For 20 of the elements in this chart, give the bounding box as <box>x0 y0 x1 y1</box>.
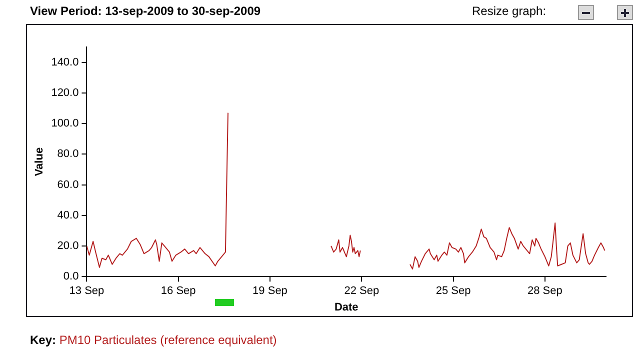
x-tick-label: 13 Sep <box>69 285 104 298</box>
y-tick-label: 60.0 <box>57 178 79 191</box>
text: PM10 Particulates (reference equivalent) <box>59 333 277 347</box>
x-tick-label: 28 Sep <box>527 285 562 298</box>
legend-title: Key: <box>30 333 58 347</box>
x-axis-title: Date <box>334 301 358 314</box>
y-tick-label: 20.0 <box>57 240 79 252</box>
y-tick-label: 140.0 <box>51 56 79 68</box>
text: Resize graph: <box>472 4 546 18</box>
x-tick-label: 19 Sep <box>252 285 288 298</box>
y-tick-label: 100.0 <box>51 118 79 130</box>
y-tick-label: 80.0 <box>57 148 79 160</box>
x-tick-label: 22 Sep <box>344 285 380 298</box>
y-axis-title: Value <box>34 147 46 176</box>
y-tick-label: 120.0 <box>51 86 79 99</box>
chart-title: View Period: 13-sep-2009 to 30-sep-2009 <box>30 4 261 18</box>
y-tick-label: 0.0 <box>63 270 79 283</box>
y-tick-label: 40.0 <box>57 209 79 222</box>
x-tick-label: 16 Sep <box>160 285 196 298</box>
x-tick-label: 25 Sep <box>436 285 471 298</box>
